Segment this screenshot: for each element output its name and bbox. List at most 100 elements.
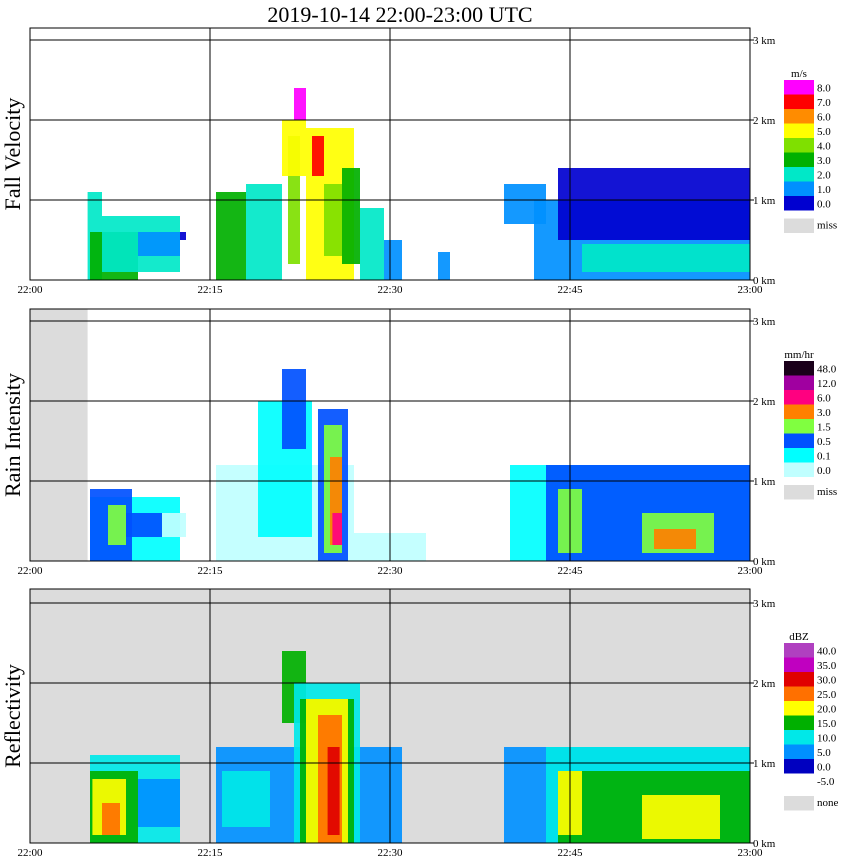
data-cell <box>642 795 720 839</box>
missing-region <box>30 309 88 561</box>
x-tick-label: 22:00 <box>17 847 43 859</box>
y-tick-label: 1 km <box>753 195 776 207</box>
legend-unit: m/s <box>791 68 807 80</box>
legend-swatch <box>784 181 814 196</box>
data-cell <box>162 513 186 537</box>
legend-label: 3.0 <box>817 155 831 167</box>
data-cell <box>246 184 282 280</box>
legend-unit: mm/hr <box>784 349 814 361</box>
legend-label: 48.0 <box>817 364 837 376</box>
x-tick-label: 22:00 <box>17 284 43 296</box>
y-tick-label: 3 km <box>753 316 776 328</box>
legend-swatch <box>784 701 814 716</box>
legend-swatch <box>784 375 814 390</box>
legend-label: 0.0 <box>817 762 831 774</box>
y-tick-label: 1 km <box>753 758 776 770</box>
legend-swatch <box>784 433 814 448</box>
data-cell <box>582 244 750 272</box>
legend-unit: dBZ <box>789 631 809 643</box>
panel-rain-intensity: 0 km 1 km 2 km 3 km 22:00 22:15 22:30 22:45 23:0… <box>0 308 837 577</box>
data-cell <box>342 168 360 264</box>
data-cell <box>360 208 384 280</box>
y-tick-label: 2 km <box>753 678 776 690</box>
x-tick-label: 22:45 <box>557 284 583 296</box>
legend-label: 5.0 <box>817 126 831 138</box>
legend-label: 15.0 <box>817 718 837 730</box>
legend-label: 8.0 <box>817 83 831 95</box>
data-cell <box>324 184 342 256</box>
legend-swatch <box>784 744 814 759</box>
x-tick-label: 23:00 <box>737 847 763 859</box>
legend-label: 12.0 <box>817 378 837 390</box>
x-tick-label: 22:15 <box>197 284 223 296</box>
data-cell <box>438 252 450 280</box>
legend-swatch <box>784 390 814 405</box>
data-cell <box>332 513 342 545</box>
data-cell <box>138 779 180 827</box>
legend-swatch <box>784 759 814 774</box>
legend-label: 10.0 <box>817 733 837 745</box>
data-cell <box>294 88 306 120</box>
legend-swatch-miss <box>784 218 814 233</box>
legend-swatch <box>784 686 814 701</box>
y-tick-label: 1 km <box>753 476 776 488</box>
legend-swatch <box>784 419 814 434</box>
legend-swatch <box>784 138 814 153</box>
legend-swatch <box>784 643 814 658</box>
x-tick-label: 23:00 <box>737 565 763 577</box>
y-tick-label: 3 km <box>753 35 776 47</box>
x-tick-label: 22:45 <box>557 847 583 859</box>
y-axis-label: Reflectivity <box>0 664 25 768</box>
legend-label: 6.0 <box>817 112 831 124</box>
legend-label: 20.0 <box>817 704 837 716</box>
legend-label: -5.0 <box>817 776 835 788</box>
data-cell <box>180 232 186 240</box>
y-tick-label: 0 km <box>753 275 776 287</box>
legend-label: 1.5 <box>817 422 831 434</box>
legend-label: 30.0 <box>817 675 837 687</box>
panel-fall-velocity: 0 km 1 km 2 km 3 km 22:00 22:15 22:30 22:45 23:0… <box>0 27 837 296</box>
legend-label: 6.0 <box>817 393 831 405</box>
panels-group: 0 km 1 km 2 km 3 km 22:00 22:15 22:30 22:45 23:0… <box>0 27 839 859</box>
data-cell <box>654 529 696 549</box>
legend-swatch <box>784 462 814 477</box>
legend-label-miss: miss <box>817 220 837 232</box>
legend-swatch <box>784 361 814 376</box>
legend-swatch <box>784 152 814 167</box>
legend-swatch <box>784 196 814 211</box>
y-axis-label: Rain Intensity <box>0 373 25 497</box>
x-tick-label: 22:45 <box>557 565 583 577</box>
x-tick-label: 22:15 <box>197 847 223 859</box>
legend-label: 5.0 <box>817 747 831 759</box>
legend-label: 0.1 <box>817 451 831 463</box>
x-tick-label: 22:15 <box>197 565 223 577</box>
data-cell <box>126 513 162 537</box>
legend-swatch <box>784 672 814 687</box>
legend-label: 35.0 <box>817 660 837 672</box>
legend-label: 2.0 <box>817 170 831 182</box>
y-tick-label: 0 km <box>753 838 776 850</box>
x-tick-label: 22:30 <box>377 565 403 577</box>
x-tick-label: 22:00 <box>17 565 43 577</box>
legend-label: 25.0 <box>817 689 837 701</box>
legend-swatch <box>784 715 814 730</box>
x-tick-label: 22:30 <box>377 847 403 859</box>
legend-swatch <box>784 167 814 182</box>
legend-swatch <box>784 730 814 745</box>
legend-swatch <box>784 80 814 95</box>
data-cell <box>558 168 750 240</box>
legend-swatch <box>784 94 814 109</box>
y-tick-label: 2 km <box>753 115 776 127</box>
legend-swatch <box>784 448 814 463</box>
x-tick-label: 23:00 <box>737 284 763 296</box>
legend-label: 40.0 <box>817 646 837 658</box>
data-cell <box>102 803 120 835</box>
legend-swatch <box>784 773 814 788</box>
legend-label: 0.0 <box>817 199 831 211</box>
y-axis-label: Fall Velocity <box>0 98 25 211</box>
legend-swatch-miss <box>784 485 814 500</box>
legend-swatch <box>784 109 814 124</box>
legend-label: 0.5 <box>817 436 831 448</box>
legend-label: 0.0 <box>817 465 831 477</box>
